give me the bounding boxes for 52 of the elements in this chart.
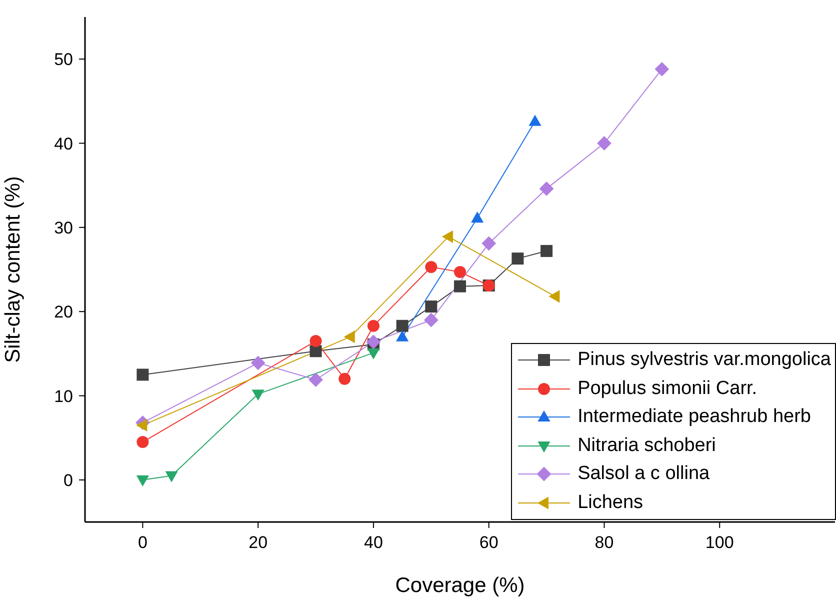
y-tick-label: 40	[54, 134, 73, 154]
y-tick-label: 30	[54, 218, 73, 238]
point	[136, 436, 149, 448]
legend-label: Nitraria schoberi	[578, 434, 716, 457]
point	[344, 330, 355, 344]
x-tick-label: 100	[705, 533, 734, 552]
legend-label: Pinus sylvestris var.mongolica	[578, 349, 831, 372]
x-tick-label: 20	[248, 533, 268, 552]
y-axis-title: Silt-clay content (%)	[1, 176, 24, 363]
x-tick-label: 0	[138, 533, 148, 552]
point	[539, 182, 554, 196]
point	[310, 335, 322, 348]
point	[425, 260, 438, 273]
point	[136, 368, 149, 381]
legend-label: Intermediate peashrub herb	[578, 406, 811, 428]
point	[424, 312, 438, 328]
point	[308, 372, 323, 387]
legend-label: Salsol a c ollina	[578, 463, 710, 486]
legend-label: Lichens	[578, 492, 644, 514]
legend-label: Populus simonii Carr.	[578, 378, 758, 400]
y-tick-label: 50	[54, 50, 73, 70]
y-tick-label: 20	[54, 302, 73, 322]
point	[471, 212, 484, 223]
point	[396, 320, 408, 332]
point	[252, 390, 264, 401]
point	[310, 345, 322, 358]
point	[548, 290, 560, 303]
point	[136, 475, 149, 487]
point	[540, 244, 553, 257]
point	[512, 252, 524, 265]
point	[528, 114, 542, 126]
point	[454, 280, 466, 292]
point	[654, 62, 670, 76]
x-tick-label: 40	[364, 533, 383, 552]
point	[597, 136, 612, 150]
point	[250, 356, 266, 370]
point	[338, 372, 351, 385]
point	[367, 320, 380, 332]
x-tick-label: 80	[594, 533, 614, 552]
point	[454, 266, 466, 278]
point	[136, 418, 148, 432]
x-tick-label: 60	[479, 533, 498, 552]
point	[367, 348, 380, 360]
y-tick-label: 0	[64, 470, 73, 490]
point	[396, 330, 409, 342]
point	[482, 236, 496, 251]
x-axis-title: Coverage (%)	[395, 574, 525, 597]
point	[425, 300, 438, 313]
point	[165, 471, 178, 482]
point	[442, 230, 453, 243]
point	[366, 334, 381, 350]
y-tick-label: 10	[54, 386, 73, 406]
